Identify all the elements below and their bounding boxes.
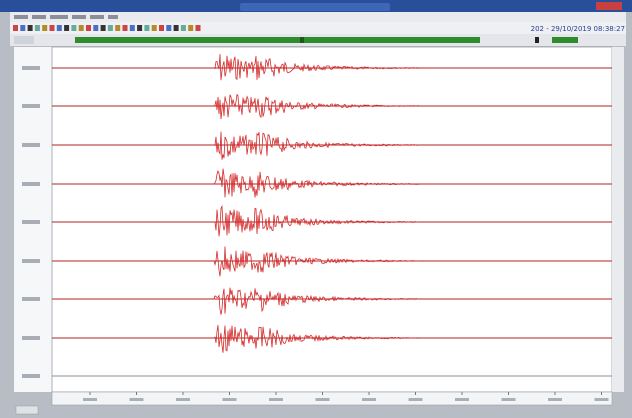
toolbar-button[interactable] (42, 25, 48, 31)
scrollbar[interactable] (612, 47, 624, 392)
toolbar-button[interactable] (137, 25, 143, 31)
channel-label (22, 66, 40, 70)
channel-label (22, 374, 40, 378)
traces (22, 54, 612, 378)
toolbar-button[interactable] (93, 25, 99, 31)
toolbar-button[interactable] (159, 25, 164, 31)
waveform (213, 93, 420, 120)
waveform (213, 204, 420, 237)
waveform (213, 131, 419, 160)
axis-tick-label (222, 398, 237, 401)
toolbar-button[interactable] (144, 25, 150, 31)
plot-area[interactable] (51, 46, 613, 393)
menu-bar (10, 12, 626, 22)
waveform (213, 287, 420, 315)
menu-item[interactable] (72, 15, 86, 19)
toolbar-button[interactable] (86, 25, 91, 31)
axis-tick-label (548, 398, 562, 401)
toolbar-button[interactable] (173, 25, 179, 31)
toolbar-button[interactable] (122, 25, 128, 31)
toolbar-button[interactable] (151, 25, 157, 31)
menu-item[interactable] (90, 15, 104, 19)
axis-tick-label (129, 398, 144, 401)
menu-item[interactable] (32, 15, 46, 19)
channel-label (22, 104, 40, 108)
channel-label (22, 182, 40, 186)
axis-tick-label (408, 398, 423, 401)
menu-item[interactable] (108, 15, 118, 19)
timestamp: 202 - 29/10/2019 08:38:27 (531, 25, 625, 33)
toolbar-button[interactable] (115, 25, 121, 31)
progress-marker (300, 37, 304, 43)
channel-label (22, 336, 40, 340)
toolbar-button[interactable] (180, 25, 186, 31)
axis-tick-label (269, 398, 283, 401)
toolbar-button[interactable] (49, 25, 55, 31)
axis-tick-label (83, 398, 97, 401)
toolbar-buttons (13, 25, 201, 31)
axis-tick-label (362, 398, 376, 401)
waveform (213, 54, 420, 81)
toolbar-button[interactable] (78, 25, 84, 31)
toolbar-button[interactable] (56, 25, 62, 31)
toolbar-button[interactable] (34, 25, 40, 31)
toolbar-button[interactable] (20, 25, 26, 31)
cursor-marker (535, 37, 539, 43)
waveform (213, 168, 420, 198)
axis-tick-label (594, 398, 609, 401)
menu-item[interactable] (14, 15, 28, 19)
time-axis-ticks (83, 392, 609, 401)
title-tab (240, 3, 390, 11)
toolbar-button[interactable] (13, 25, 18, 31)
channel-label (22, 220, 40, 224)
level-bar (552, 37, 578, 43)
sheet-tab[interactable] (15, 405, 39, 415)
channel-label (22, 143, 40, 147)
close-button[interactable] (596, 2, 622, 10)
waveform (213, 246, 420, 277)
toolbar-button[interactable] (188, 25, 194, 31)
axis-tick-label (501, 398, 516, 401)
toolbar-button[interactable] (166, 25, 172, 31)
toolbar-button[interactable] (27, 25, 33, 31)
waveform (213, 325, 420, 353)
time-axis (51, 391, 613, 406)
status-box (14, 36, 34, 44)
toolbar-button[interactable] (64, 25, 70, 31)
toolbar-button[interactable] (195, 25, 201, 31)
axis-tick-label (315, 398, 330, 401)
axis-tick-label (176, 398, 190, 401)
toolbar-button[interactable] (129, 25, 135, 31)
progress-bar (75, 37, 480, 43)
toolbar-button[interactable] (107, 25, 113, 31)
menu-items (14, 15, 118, 19)
axis-tick-label (455, 398, 469, 401)
channel-label (22, 297, 40, 301)
toolbar-button[interactable] (71, 25, 77, 31)
menu-item[interactable] (50, 15, 68, 19)
channel-label (22, 259, 40, 263)
channel-label-column (14, 47, 52, 392)
toolbar-button[interactable] (100, 25, 106, 31)
